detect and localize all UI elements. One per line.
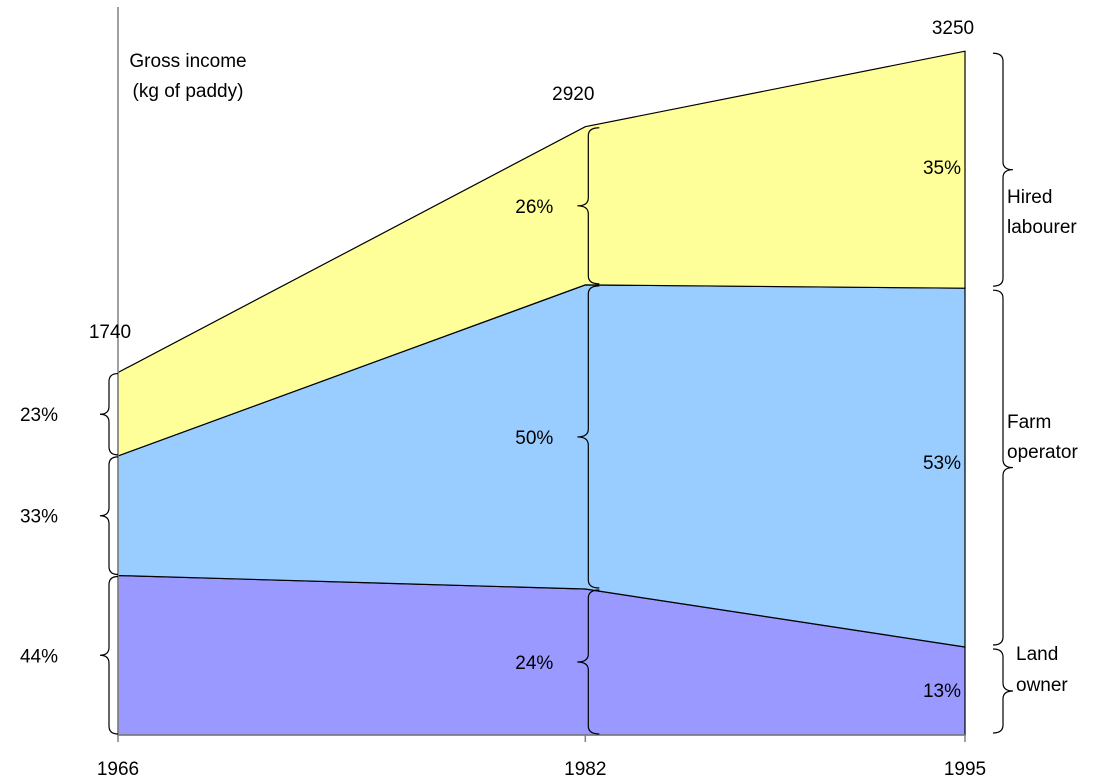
brace-1995-land-owner	[992, 648, 1014, 734]
percent-label-land-owner-1982: 24%	[515, 653, 553, 674]
series-label-hired-line-2: labourer	[1007, 217, 1077, 238]
chart-title-line-1: Gross income	[129, 51, 246, 72]
percent-label-land-owner-1995: 13%	[923, 681, 961, 702]
brace-1995-hired-labourer	[992, 52, 1014, 287]
brace-1966-farm-operator	[99, 456, 119, 576]
axes	[117, 7, 965, 736]
percent-label-farm-operator-1966: 33%	[20, 507, 58, 528]
brace-1966-hired-labourer	[99, 372, 119, 456]
percent-label-hired-labourer-1966: 23%	[20, 405, 58, 426]
x-tick-label-1982: 1982	[564, 759, 606, 780]
area-layers	[117, 50, 966, 736]
total-label-1966: 1740	[89, 322, 131, 343]
chart-labels: Gross income (kg of paddy) 1740 2920 325…	[20, 18, 1078, 780]
x-tick-label-1966: 1966	[97, 759, 139, 780]
total-label-1982: 2920	[552, 84, 594, 105]
percent-label-hired-labourer-1995: 35%	[923, 158, 961, 179]
percent-label-hired-labourer-1982: 26%	[515, 197, 553, 218]
series-label-land-line-1: Land	[1016, 644, 1058, 665]
series-label-land-line-2: owner	[1016, 675, 1068, 696]
percent-label-farm-operator-1995: 53%	[923, 453, 961, 474]
series-label-farm-line-1: Farm	[1007, 412, 1051, 433]
brace-1995-farm-operator	[992, 289, 1014, 646]
series-label-hired-line-1: Hired	[1007, 187, 1052, 208]
percent-label-farm-operator-1982: 50%	[515, 428, 553, 449]
series-label-farm-line-2: operator	[1007, 442, 1078, 463]
brace-1966-land-owner	[99, 575, 119, 735]
chart-title-line-2: (kg of paddy)	[133, 81, 244, 102]
x-tick-label-1995: 1995	[944, 759, 986, 780]
x-axis-ticks	[117, 735, 966, 742]
total-label-1995: 3250	[932, 18, 974, 39]
percent-label-land-owner-1966: 44%	[20, 646, 58, 667]
